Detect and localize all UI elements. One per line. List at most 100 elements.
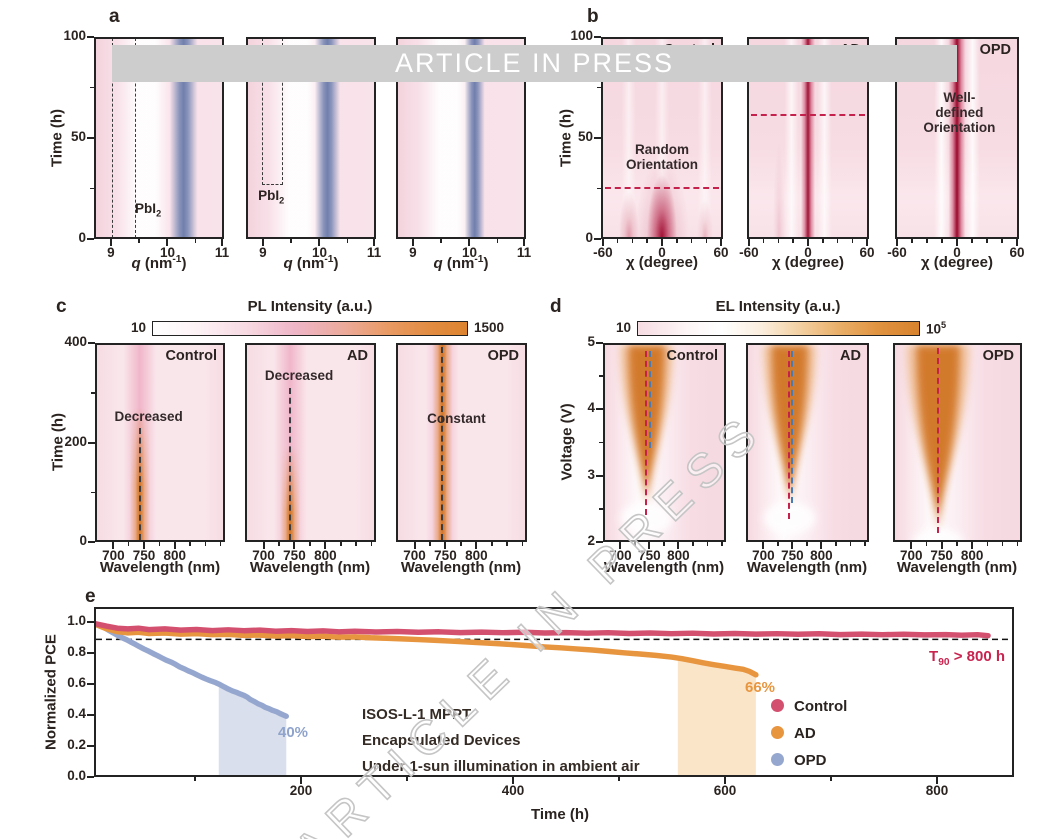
x-axis-label: Wavelength (nm): [746, 559, 868, 576]
tick-mark: [596, 474, 603, 477]
tick-mark: [910, 542, 913, 549]
heatmap-layer: [97, 345, 223, 540]
tick-mark: [194, 777, 196, 781]
tick-label: 2: [587, 533, 595, 548]
tick-mark: [346, 239, 349, 243]
trend-note: Decreased: [114, 409, 183, 425]
shaded-degradation-region: [677, 658, 756, 775]
tick-mark: [138, 239, 140, 243]
tick-mark: [87, 714, 94, 716]
red-dashed-peak-line: [936, 347, 939, 534]
tick-mark: [692, 542, 694, 546]
tick-mark: [971, 542, 974, 549]
tick-label: 700: [403, 548, 426, 563]
tick-mark: [791, 542, 794, 549]
tick-label: 0.4: [67, 706, 86, 721]
tick-label: 3: [587, 466, 595, 482]
tick-mark: [261, 239, 264, 246]
red-dashed-peak-line: [787, 350, 790, 519]
x-axis-label: q (nm-1): [283, 254, 339, 272]
subplot-label: Control: [165, 348, 217, 364]
tick-mark: [690, 239, 693, 243]
tick-label: 9: [107, 245, 115, 260]
tick-mark: [309, 542, 311, 546]
series-control: [96, 621, 991, 639]
tick-label: 750: [781, 548, 804, 563]
red-dashed-peak-line: [644, 350, 647, 515]
tick-mark: [370, 542, 373, 546]
tick-mark: [926, 239, 928, 243]
heatmap-surface: [398, 345, 525, 540]
panel-a-letter: a: [109, 6, 120, 27]
tick-mark: [866, 239, 869, 246]
tick-mark: [87, 776, 94, 778]
tick-label: 100: [570, 28, 593, 43]
peak-position-dashed-line: [138, 427, 141, 540]
tick-label: 750: [132, 548, 156, 563]
tick-mark: [762, 239, 765, 243]
x-axis-label: Wavelength (nm): [99, 559, 221, 576]
tick-label: 750: [930, 548, 953, 563]
tick-label: 800: [960, 548, 984, 563]
article-in-press-banner: ARTICLE IN PRESS: [112, 45, 957, 82]
pbi2-label: PbI2: [135, 201, 162, 220]
x-axis-label: Wavelength (nm): [603, 559, 725, 576]
el-colorbar-max: 105: [926, 320, 947, 337]
heatmap-layer: [618, 191, 639, 237]
legend-label-control: Control: [794, 698, 848, 715]
tick-mark: [762, 542, 765, 549]
subplot-label: Control: [666, 348, 718, 364]
tick-mark: [594, 238, 601, 240]
tick-mark: [720, 239, 723, 246]
tick-mark: [204, 542, 207, 546]
tick-label: 11: [516, 245, 532, 260]
blue-dashed-peak-line: [649, 350, 652, 449]
el-emission-cone: [619, 345, 674, 535]
tick-mark: [721, 542, 723, 546]
test-condition-line-2: Encapsulated Devices: [362, 732, 521, 749]
tick-label: 0.0: [67, 768, 86, 783]
tick-mark: [475, 542, 478, 549]
red-dashed-time-line: [605, 186, 719, 189]
tick-mark: [836, 239, 839, 243]
tick-label: 0.6: [67, 674, 86, 690]
tick-label: 700: [252, 548, 275, 563]
tick-mark: [806, 542, 808, 546]
tick-mark: [158, 542, 161, 546]
tick-label: 700: [752, 548, 775, 563]
tick-mark: [724, 777, 727, 784]
tick-mark: [956, 542, 958, 546]
tick-mark: [777, 542, 779, 546]
tick-label: 800: [810, 548, 833, 563]
tick-label: -60: [593, 245, 613, 260]
tick-label: 11: [366, 245, 382, 260]
tick-mark: [290, 239, 292, 243]
tick-mark: [849, 542, 852, 546]
tick-mark: [648, 542, 651, 549]
tick-label: 700: [899, 548, 923, 563]
tick-mark: [91, 392, 95, 394]
tick-mark: [444, 542, 447, 549]
tick-label: 10: [159, 245, 175, 260]
tick-mark: [895, 239, 898, 246]
tick-label: 800: [314, 548, 337, 563]
tick-mark: [429, 542, 431, 546]
tick-mark: [88, 441, 95, 444]
subplot-label: OPD: [979, 42, 1011, 58]
test-condition-line-3: Under 1-sun illumination in ambient air: [362, 758, 640, 775]
pce-vs-time-plot: [96, 621, 1012, 775]
pl-colorbar: [152, 321, 468, 336]
tick-label: 700: [102, 548, 125, 563]
x-axis-label: χ (degree): [626, 254, 698, 271]
heatmap-layer: [398, 345, 525, 540]
tick-label: 750: [638, 548, 661, 563]
tick-mark: [634, 542, 636, 546]
x-axis-label: Time (h): [530, 806, 590, 823]
tick-mark: [355, 542, 357, 546]
tick-mark: [468, 239, 471, 246]
heatmap-surface: [748, 345, 867, 540]
pl-colorbar-max: 1500: [474, 320, 505, 335]
tick-mark: [597, 86, 601, 89]
tick-mark: [293, 542, 296, 549]
tick-label: 0: [585, 230, 593, 245]
